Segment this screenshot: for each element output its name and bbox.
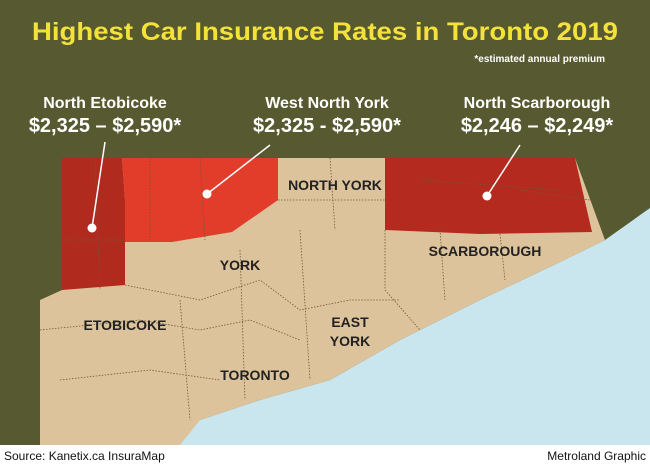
district-label: YORK <box>330 333 370 349</box>
note: *estimated annual premium <box>474 54 605 65</box>
district-label: NORTH YORK <box>288 177 382 193</box>
callout-area: West North York <box>265 95 389 112</box>
marker <box>87 223 97 233</box>
ward-boundaries <box>39 157 591 421</box>
source: Source: Kanetix.ca InsuraMap <box>4 449 165 463</box>
callout-area: North Etobicoke <box>43 95 167 112</box>
district-label: SCARBOROUGH <box>429 243 542 259</box>
marker <box>482 191 492 201</box>
leader-lines <box>91 141 521 229</box>
callout-area: North Scarborough <box>464 95 611 112</box>
district-label: TORONTO <box>220 367 290 383</box>
district-label: YORK <box>220 257 260 273</box>
lake <box>150 208 650 445</box>
district-label: EAST <box>331 314 369 330</box>
district-label: ETOBICOKE <box>84 317 167 333</box>
west-north-york-area <box>122 158 278 242</box>
credit: Metroland Graphic <box>547 449 646 463</box>
title: Highest Car Insurance Rates in Toronto 2… <box>32 18 618 46</box>
callout-rate: $2,325 – $2,590* <box>29 115 182 137</box>
callout-rate: $2,246 – $2,249* <box>461 115 614 137</box>
footer-band <box>0 445 650 466</box>
callout-rate: $2,325 - $2,590* <box>253 115 401 137</box>
marker <box>202 189 212 199</box>
